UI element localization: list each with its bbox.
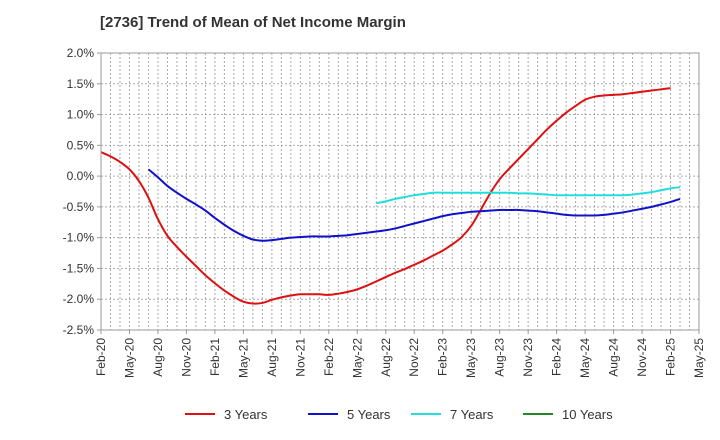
legend-label: 3 Years: [224, 407, 268, 422]
x-tick-label: Aug-20: [151, 338, 165, 377]
series-line-5-years: [147, 168, 681, 242]
y-tick-label: -0.5%: [63, 200, 95, 214]
series-layer: [100, 87, 681, 305]
x-tick-label: Feb-22: [322, 338, 336, 376]
x-tick-label: Aug-21: [265, 338, 279, 377]
plot-background: [101, 53, 699, 330]
x-tick-label: Nov-22: [407, 338, 421, 377]
y-tick-label: 1.0%: [67, 108, 95, 122]
y-tick-label: -1.5%: [63, 261, 95, 275]
legend-item-3-years: 3 Years: [185, 407, 268, 422]
x-tick-label: Aug-22: [379, 338, 393, 377]
legend-item-7-years: 7 Years: [411, 407, 494, 422]
x-tick-label: Feb-24: [550, 338, 564, 376]
x-tick-label: Nov-24: [635, 338, 649, 377]
y-tick-label: 0.5%: [67, 138, 95, 152]
y-tick-label: 0.0%: [67, 169, 95, 183]
y-tick-label: 1.5%: [67, 77, 95, 91]
x-tick-label: Aug-23: [493, 338, 507, 377]
x-tick-label: Feb-23: [436, 338, 450, 376]
plot-frame: [100, 52, 700, 331]
x-tick-label: May-22: [350, 338, 364, 378]
series-line-7-years: [376, 186, 681, 205]
x-tick-label: May-21: [236, 338, 250, 378]
x-tick-label: May-23: [464, 338, 478, 378]
x-tick-label: Feb-21: [208, 338, 222, 376]
legend: 3 Years 5 Years 7 Years 10 Years: [185, 407, 613, 422]
x-tick-label: Nov-20: [179, 338, 193, 377]
y-tick-label: -2.0%: [63, 292, 95, 306]
x-tick-label: Aug-24: [607, 338, 621, 377]
x-tick-label: Feb-20: [94, 338, 108, 376]
series-line-3-years: [100, 87, 671, 305]
legend-label: 5 Years: [347, 407, 391, 422]
x-tick-label: May-25: [692, 338, 706, 378]
legend-label: 7 Years: [450, 407, 494, 422]
y-axis-ticks: 2.0% 1.5% 1.0% 0.5% 0.0% -0.5% -1.0% -1.5% -2.0%…: [63, 46, 101, 337]
y-tick-label: -2.5%: [63, 323, 95, 337]
x-tick-label: May-24: [578, 338, 592, 378]
x-tick-label: Nov-21: [293, 338, 307, 377]
y-tick-label: -1.0%: [63, 231, 95, 245]
x-tick-label: Nov-23: [521, 338, 535, 377]
legend-label: 10 Years: [562, 407, 613, 422]
chart-title: [2736] Trend of Mean of Net Income Margi…: [100, 14, 406, 31]
x-tick-label: May-20: [122, 338, 136, 378]
legend-item-10-years: 10 Years: [523, 407, 613, 422]
y-tick-label: 2.0%: [67, 46, 95, 60]
x-tick-label: Feb-25: [664, 338, 678, 376]
x-axis-ticks: Feb-20 May-20 Aug-20 Nov-20 Feb-21 May-21 Aug-…: [94, 330, 706, 378]
legend-item-5-years: 5 Years: [308, 407, 391, 422]
